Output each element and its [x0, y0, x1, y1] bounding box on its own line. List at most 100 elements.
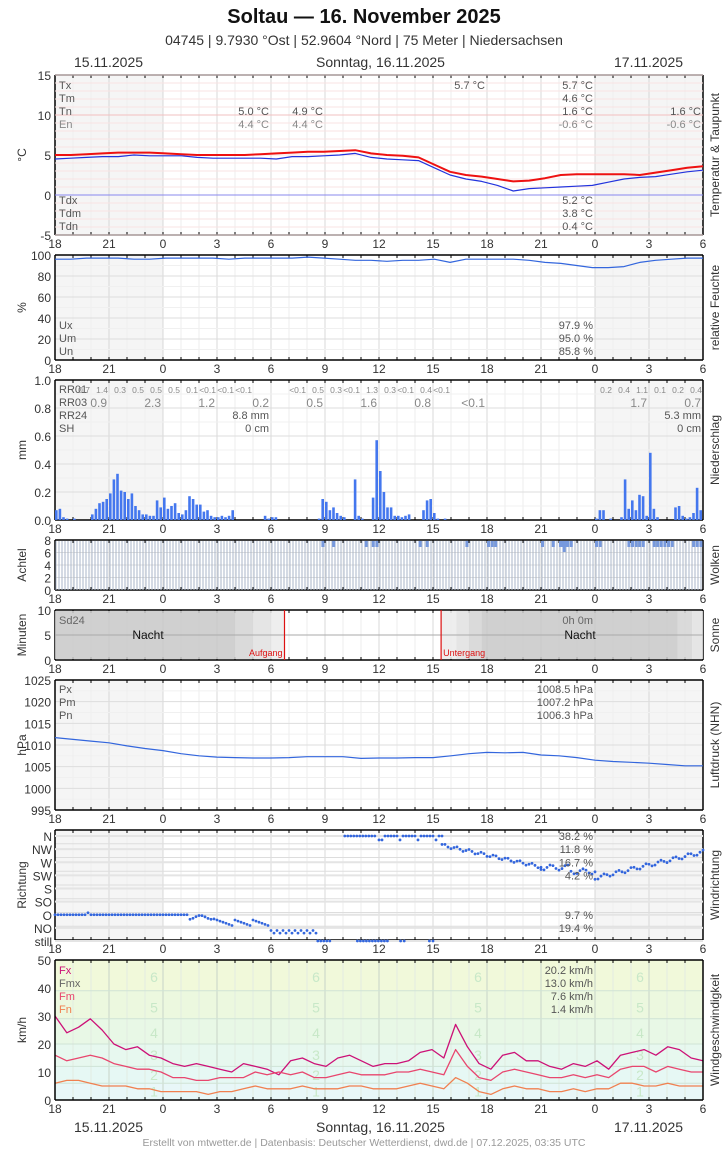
precip-bar	[152, 515, 155, 520]
precip-bar	[58, 508, 62, 520]
x-tick-label: 21	[534, 942, 548, 956]
x-tick-label: 0	[160, 942, 167, 956]
legend-label: Tdx	[59, 195, 78, 207]
date-center: Sonntag, 16.11.2025	[316, 54, 445, 70]
x-tick-label: 3	[214, 592, 221, 606]
y-tick-label: 1005	[24, 761, 51, 775]
annotation: <0.1	[461, 396, 485, 410]
y-axis-label: mm	[15, 440, 29, 460]
y-tick-label: 1020	[24, 696, 51, 710]
y-tick-label: 0	[44, 654, 51, 668]
x-tick-label: 18	[48, 592, 62, 606]
x-tick-label: 12	[372, 592, 386, 606]
x-tick-label: 21	[102, 362, 116, 376]
annotation: 5.3 mm	[664, 410, 701, 422]
y-tick-label: 995	[31, 804, 51, 818]
legend-label: Fx	[59, 965, 72, 977]
svg-text:km/h: km/h	[15, 1017, 29, 1043]
x-tick-label: 6	[700, 592, 707, 606]
y-axis-label: Richtung	[15, 861, 29, 908]
x-tick-label: 6	[268, 237, 275, 251]
x-tick-label: 21	[102, 1102, 116, 1116]
x-tick-label: 3	[214, 812, 221, 826]
x-tick-label: 3	[646, 237, 653, 251]
beaufort-label: 5	[312, 1000, 320, 1016]
annotation: 3.8 °C	[562, 208, 593, 220]
annotation: <0.1	[433, 385, 450, 395]
precip-bar	[220, 515, 224, 520]
precip-bar	[199, 504, 202, 520]
precip-bar	[634, 510, 638, 520]
annotation: 0.4 °C	[562, 221, 593, 233]
precip-bar	[620, 517, 623, 520]
x-tick-label: 18	[480, 522, 494, 536]
annotation: 0.4	[618, 385, 630, 395]
x-tick-label: 18	[48, 237, 62, 251]
annotation: 1.3	[366, 385, 378, 395]
annotation: 38.2 %	[559, 831, 593, 843]
precip-bar	[371, 497, 375, 520]
x-tick-label: 3	[646, 812, 653, 826]
precip-bar	[94, 508, 98, 520]
x-tick-label: 12	[372, 362, 386, 376]
precip-bar	[695, 487, 699, 520]
precip-bar	[206, 510, 209, 520]
x-tick-label: 21	[102, 237, 116, 251]
x-tick-label: 18	[480, 662, 494, 676]
precip-bar	[681, 515, 684, 520]
beaufort-label: 5	[150, 1000, 158, 1016]
annotation: 4.9 °C	[292, 106, 323, 118]
y-tick-label: 15	[38, 69, 52, 83]
annotation: 1.4	[96, 385, 108, 395]
wind-direction-panel: 18 21 0 3 6 9 12 15 18 21 0 3 6 Richtung Windrichtung N…	[15, 829, 722, 956]
legend-label: RR03	[59, 397, 87, 409]
x-tick-label: 18	[48, 942, 62, 956]
annotation: <0.1	[343, 385, 360, 395]
annotation: 1.4 km/h	[551, 1004, 593, 1016]
x-tick-label: 0	[592, 237, 599, 251]
precip-bar	[407, 514, 411, 520]
precip-bar	[389, 507, 393, 520]
precip-bar	[652, 508, 656, 520]
annotation: 19.4 %	[559, 923, 593, 935]
annotation: Nacht	[564, 628, 596, 642]
annotation: -0.6 °C	[667, 119, 701, 131]
precip-bar	[317, 518, 321, 520]
annotation: 4.4 °C	[238, 119, 269, 131]
x-tick-label: 0	[592, 362, 599, 376]
direction-label: NW	[32, 843, 53, 857]
x-tick-label: 15	[426, 592, 440, 606]
y-tick-label: 0	[44, 354, 51, 368]
x-tick-label: 12	[372, 662, 386, 676]
y-tick-label: 50	[38, 954, 52, 968]
panel-title: Temperatur & Taupunkt	[708, 92, 722, 217]
y-tick-label: 0.6	[34, 430, 51, 444]
panel-title: Wolken	[708, 545, 722, 585]
x-tick-label: 0	[592, 812, 599, 826]
precip-bar	[386, 507, 389, 520]
x-tick-label: 21	[534, 362, 548, 376]
x-tick-label: 18	[480, 942, 494, 956]
x-tick-label: 12	[372, 522, 386, 536]
x-tick-label: 15	[426, 1102, 440, 1116]
x-tick-label: 0	[592, 1102, 599, 1116]
x-tick-label: 6	[700, 812, 707, 826]
precip-bar	[429, 499, 432, 520]
precip-bar	[267, 518, 270, 520]
annotation: 1007.2 hPa	[537, 697, 594, 709]
x-tick-label: 9	[322, 942, 329, 956]
precip-bar	[213, 517, 216, 520]
precip-bar	[598, 510, 602, 520]
page-title: Soltau — 16. November 2025	[227, 6, 501, 28]
x-tick-label: 0	[592, 522, 599, 536]
annotation: 4.6 °C	[562, 93, 593, 105]
x-tick-label: 21	[534, 237, 548, 251]
precip-bar	[202, 511, 206, 520]
x-tick-label: 0	[592, 662, 599, 676]
annotation: 85.8 %	[559, 346, 593, 358]
y-tick-label: 8	[44, 534, 51, 548]
precip-bar	[274, 517, 278, 520]
precip-bar	[328, 510, 332, 520]
